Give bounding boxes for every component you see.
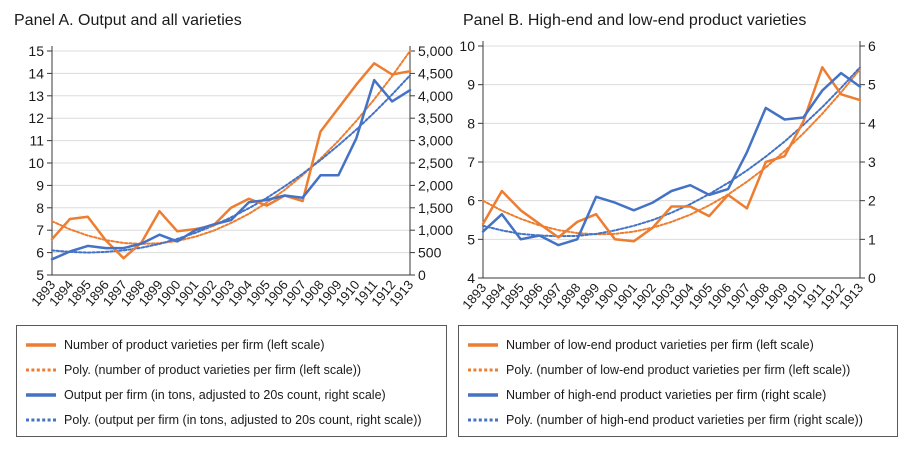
legend-item: Number of high-end product varieties per… <box>467 382 897 407</box>
legend-item: Output per firm (in tons, adjusted to 20… <box>25 382 446 407</box>
legend-item: Poly. (number of high-end product variet… <box>467 407 897 432</box>
legend-item: Poly. (number of low-end product varieti… <box>467 357 897 382</box>
svg-text:5: 5 <box>868 77 876 93</box>
svg-text:6: 6 <box>868 38 876 54</box>
svg-text:6: 6 <box>36 245 44 261</box>
blue-solid-line-swatch-icon <box>26 392 56 397</box>
svg-text:1,500: 1,500 <box>418 200 453 216</box>
svg-text:9: 9 <box>36 177 44 193</box>
svg-text:0: 0 <box>418 267 426 283</box>
svg-text:10: 10 <box>28 155 44 171</box>
legend-label: Number of high-end product varieties per… <box>506 387 827 402</box>
svg-text:5: 5 <box>36 267 44 283</box>
legend-item: Number of product varieties per firm (le… <box>25 332 446 357</box>
panel-b-title: Panel B. High-end and low-end product va… <box>463 12 807 29</box>
orange-dotted-line-swatch-icon <box>26 368 56 371</box>
svg-text:4: 4 <box>868 115 876 131</box>
svg-text:10: 10 <box>459 38 475 54</box>
blue-solid-line-swatch-icon <box>468 392 498 397</box>
orange-solid-line-swatch-icon <box>468 342 498 347</box>
svg-text:9: 9 <box>467 77 475 93</box>
legend-label: Poly. (number of high-end product variet… <box>506 412 863 427</box>
svg-text:2,000: 2,000 <box>418 177 453 193</box>
svg-text:3,000: 3,000 <box>418 133 453 149</box>
svg-text:13: 13 <box>28 88 44 104</box>
svg-text:3,500: 3,500 <box>418 110 453 126</box>
svg-text:5,000: 5,000 <box>418 43 453 59</box>
svg-text:2,500: 2,500 <box>418 155 453 171</box>
svg-text:4,000: 4,000 <box>418 88 453 104</box>
legend-label: Number of product varieties per firm (le… <box>64 337 325 352</box>
blue-dotted-line-swatch-icon <box>468 418 498 421</box>
svg-text:8: 8 <box>36 200 44 216</box>
svg-text:12: 12 <box>28 110 44 126</box>
legend-label: Poly. (number of product varieties per f… <box>64 362 362 377</box>
svg-text:2: 2 <box>868 193 876 209</box>
legend-item: Poly. (number of product varieties per f… <box>25 357 446 382</box>
panel-b-chart: 4567891001234561893189418951896189718981… <box>459 38 876 312</box>
orange-solid-line-swatch-icon <box>26 342 56 347</box>
blue-dotted-line-swatch-icon <box>26 418 56 421</box>
panel-b: Panel B. High-end and low-end product va… <box>453 0 907 454</box>
legend-label: Output per firm (in tons, adjusted to 20… <box>64 387 386 402</box>
legend-item: Number of low-end product varieties per … <box>467 332 897 357</box>
panel-b-legend: Number of low-end product varieties per … <box>458 325 898 437</box>
panel-a-chart: 5 6 7 8 9 10 11 12 13 14 15 0 500 1,000 1,500 2,000 2,50… <box>28 43 453 309</box>
legend-item: Poly. (output per firm (in tons, adjuste… <box>25 407 446 432</box>
svg-text:4,500: 4,500 <box>418 65 453 81</box>
orange-dotted-line-swatch-icon <box>468 368 498 371</box>
legend-label: Number of low-end product varieties per … <box>506 337 814 352</box>
svg-text:7: 7 <box>36 222 44 238</box>
svg-text:5: 5 <box>467 231 475 247</box>
legend-label: Poly. (number of low-end product varieti… <box>506 362 851 377</box>
panel-a-legend: Number of product varieties per firm (le… <box>16 325 447 437</box>
legend-label: Poly. (output per firm (in tons, adjuste… <box>64 412 422 427</box>
svg-text:1: 1 <box>868 231 876 247</box>
svg-text:4: 4 <box>467 270 475 286</box>
svg-text:3: 3 <box>868 154 876 170</box>
svg-text:14: 14 <box>28 65 44 81</box>
panel-a: Panel A. Output and all varieties 5 6 7 8 9 1… <box>0 0 453 454</box>
svg-text:15: 15 <box>28 43 44 59</box>
svg-text:1,000: 1,000 <box>418 222 453 238</box>
svg-text:8: 8 <box>467 115 475 131</box>
panel-a-title: Panel A. Output and all varieties <box>14 12 242 29</box>
svg-text:11: 11 <box>29 133 44 149</box>
svg-text:500: 500 <box>418 245 442 261</box>
svg-text:7: 7 <box>467 154 475 170</box>
svg-text:6: 6 <box>467 193 475 209</box>
svg-text:0: 0 <box>868 270 876 286</box>
